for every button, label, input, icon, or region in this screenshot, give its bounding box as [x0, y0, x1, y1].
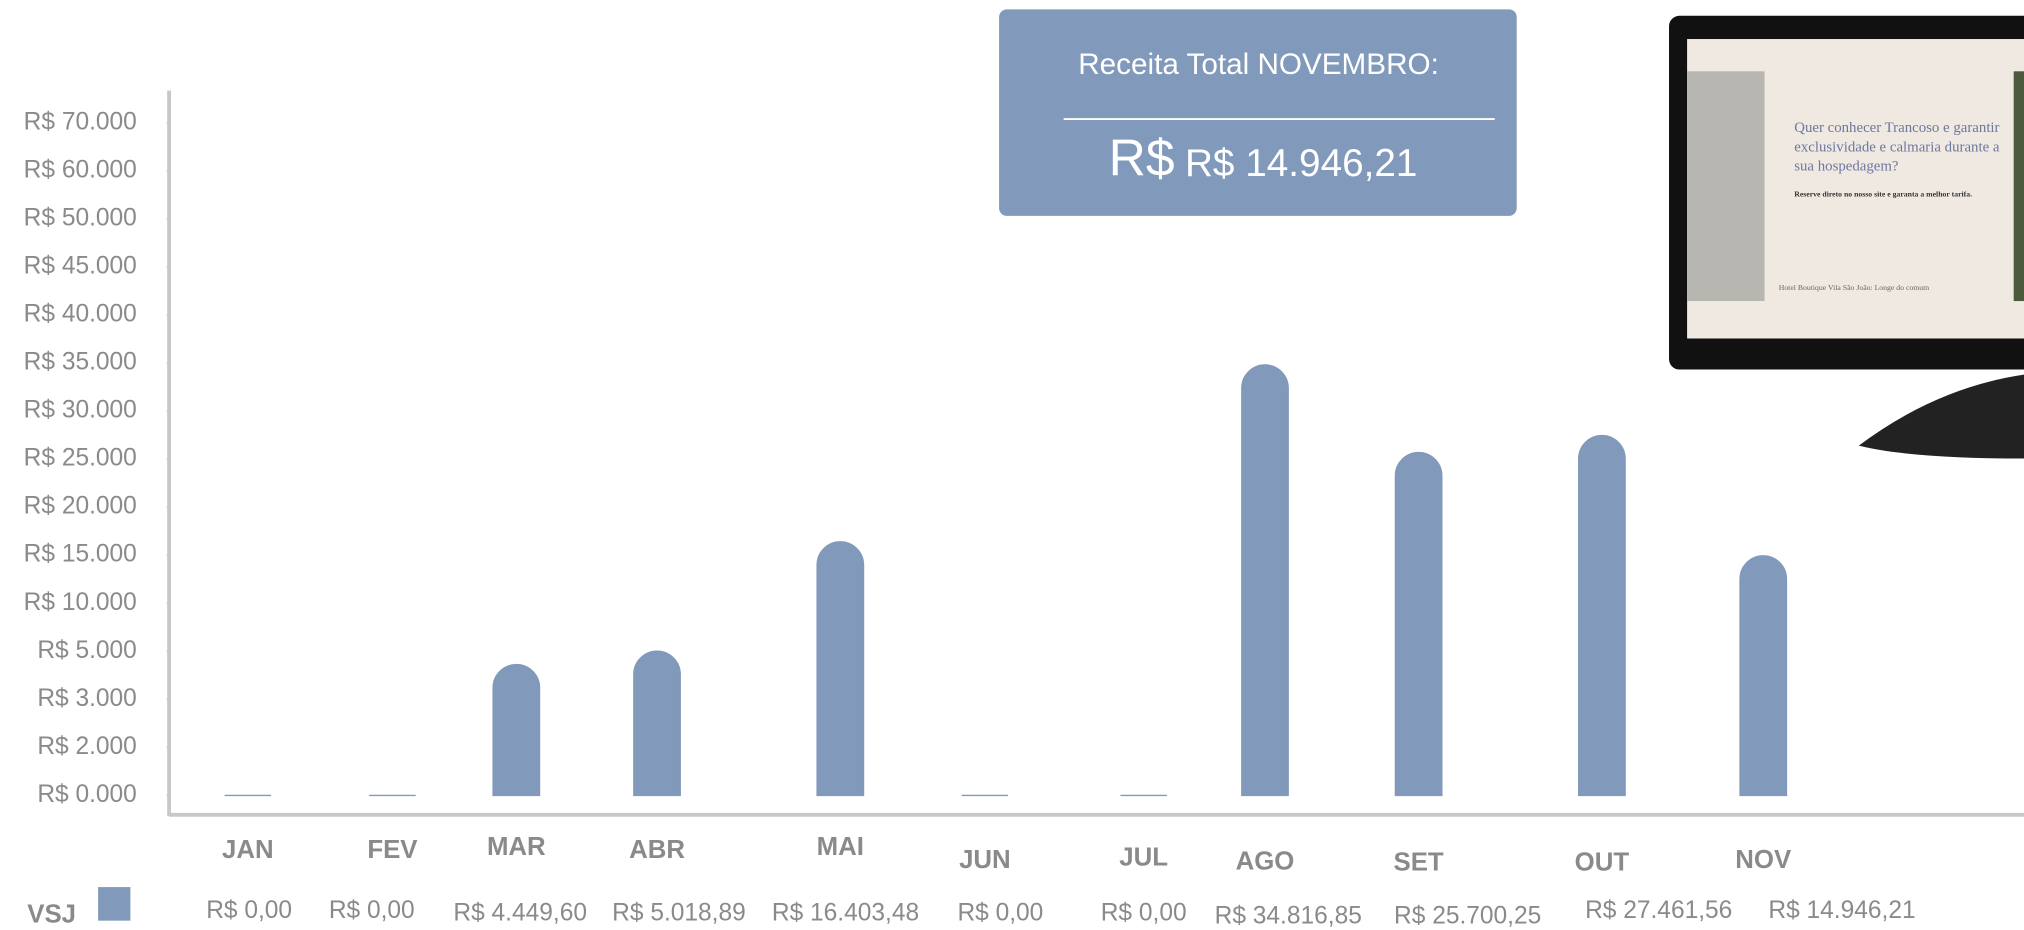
value-label: R$ 0,00	[206, 897, 292, 924]
x-tick-label: JAN	[222, 836, 274, 864]
value-label: R$ 4.449,60	[453, 900, 587, 927]
callout-box	[999, 9, 1517, 216]
y-tick-label: R$ 30.000	[24, 397, 137, 424]
monitor-stand	[1859, 375, 2024, 459]
y-tick-label: R$ 50.000	[24, 204, 137, 231]
callout-prefix: R$	[1109, 128, 1175, 186]
monitor-headline: Quer conhecer Trancoso e garantir exclus…	[1794, 119, 2001, 177]
bar	[1242, 365, 1288, 796]
monitor-text: Quer conhecer Trancoso e garantir exclus…	[1794, 119, 2001, 287]
monitor: Quer conhecer Trancoso e garantir exclus…	[1669, 16, 2024, 459]
value-label: R$ 25.700,25	[1394, 902, 1541, 929]
bar	[634, 651, 680, 795]
y-tick-label: R$ 3.000	[37, 685, 137, 712]
value-label: R$ 0,00	[957, 900, 1043, 927]
monitor-image	[1687, 71, 1764, 301]
value-label: R$ 0,00	[329, 897, 415, 924]
x-tick-label: FEV	[367, 836, 418, 864]
bar	[1579, 436, 1625, 796]
monitor-footer: Hotel Boutique Vila São João: Longe do c…	[1779, 283, 1929, 292]
callout-value: R$ 14.946,21	[1185, 142, 1418, 185]
bar	[817, 542, 863, 796]
y-tick-label: R$ 45.000	[24, 253, 137, 280]
x-tick-label: JUL	[1119, 844, 1168, 872]
x-tick-label: MAI	[817, 833, 864, 861]
value-label: R$ 0,00	[1101, 900, 1187, 927]
callout-title: Receita Total NOVEMBRO:	[1078, 48, 1439, 81]
legend-swatch	[98, 887, 130, 921]
value-label: R$ 34.816,85	[1215, 902, 1362, 929]
x-tick-label: SET	[1394, 849, 1444, 877]
y-tick-label: R$ 60.000	[24, 156, 137, 183]
monitor-subline: Reserve direto no nosso site e garanta a…	[1794, 190, 2001, 200]
bar	[1740, 556, 1786, 796]
bar	[1395, 452, 1441, 795]
y-tick-label: R$ 70.000	[24, 108, 137, 135]
y-tick-label: R$ 10.000	[24, 589, 137, 616]
y-tick-label: R$ 0.000	[37, 781, 137, 808]
value-label: R$ 14.946,21	[1768, 897, 1915, 924]
chart: Receita Total NOVEMBRO: R$ R$ 14.946,21 …	[0, 0, 2024, 930]
x-tick-label: OUT	[1575, 849, 1630, 877]
value-label: R$ 5.018,89	[612, 900, 746, 927]
y-tick-label: R$ 25.000	[24, 445, 137, 472]
legend-label: VSJ	[27, 900, 76, 928]
y-tick-label: R$ 40.000	[24, 301, 137, 328]
x-tick-label: AGO	[1236, 847, 1295, 875]
value-label: R$ 27.461,56	[1585, 897, 1732, 924]
x-tick-label: ABR	[629, 836, 685, 864]
x-tick-label: NOV	[1735, 846, 1792, 874]
page: Receita Total NOVEMBRO: R$ R$ 14.946,21 …	[0, 0, 2024, 930]
callout: Receita Total NOVEMBRO: R$ R$ 14.946,21	[999, 9, 1517, 216]
x-tick-label: JUN	[959, 846, 1011, 874]
value-label: R$ 16.403,48	[772, 900, 919, 927]
x-tick-label: MAR	[487, 833, 546, 861]
bar	[493, 665, 539, 796]
monitor-image	[2014, 71, 2024, 301]
y-tick-label: R$ 2.000	[37, 733, 137, 760]
y-tick-label: R$ 20.000	[24, 493, 137, 520]
y-tick-label: R$ 35.000	[24, 349, 137, 376]
y-tick-label: R$ 15.000	[24, 541, 137, 568]
y-tick-label: R$ 5.000	[37, 637, 137, 664]
